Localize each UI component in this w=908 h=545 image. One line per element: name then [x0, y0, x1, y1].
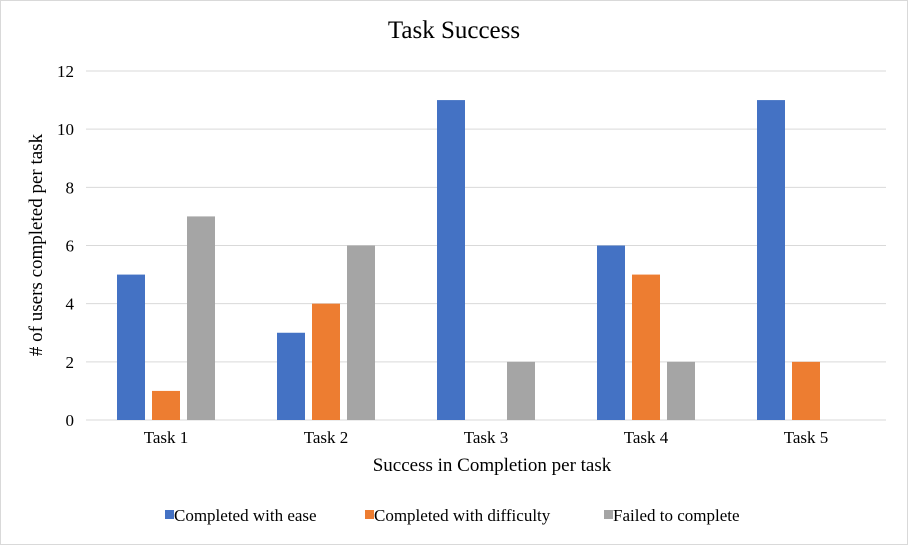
legend-swatch — [365, 510, 374, 519]
legend-label: Failed to complete — [613, 506, 740, 525]
gridlines — [86, 70, 886, 421]
legend-item-completed-with-difficulty: Completed with difficulty — [365, 506, 551, 525]
y-tick-label: 10 — [57, 120, 74, 139]
y-tick-label: 6 — [66, 237, 75, 256]
x-tick-label: Task 4 — [624, 428, 669, 447]
bars — [117, 100, 820, 420]
legend-swatch — [165, 510, 174, 519]
y-tick-label: 12 — [57, 62, 74, 81]
bar-failed-to-complete-task-2 — [347, 245, 375, 420]
y-tick-label: 4 — [66, 295, 75, 314]
legend-label: Completed with difficulty — [374, 506, 551, 525]
x-tick-label: Task 1 — [144, 428, 189, 447]
x-axis-label: Success in Completion per task — [373, 455, 612, 476]
legend-item-failed-to-complete: Failed to complete — [604, 506, 740, 525]
y-axis-ticks: 0 2 4 6 8 10 12 — [57, 62, 75, 430]
bar-failed-to-complete-task-3 — [507, 361, 535, 420]
legend-label: Completed with ease — [174, 506, 317, 525]
bar-completed-with-difficulty-task-5 — [792, 361, 820, 420]
legend-swatch — [604, 510, 613, 519]
bar-failed-to-complete-task-1 — [187, 216, 215, 420]
y-tick-label: 0 — [66, 411, 75, 430]
bar-completed-with-ease-task-3 — [437, 100, 465, 420]
y-axis-label: # of users completed per task — [26, 133, 47, 356]
x-tick-label: Task 2 — [304, 428, 349, 447]
legend-item-completed-with-ease: Completed with ease — [165, 506, 317, 525]
chart-title: Task Success — [388, 17, 520, 44]
bar-completed-with-ease-task-5 — [757, 100, 785, 420]
bar-completed-with-ease-task-4 — [597, 245, 625, 420]
bar-completed-with-difficulty-task-2 — [312, 303, 340, 420]
bar-completed-with-difficulty-task-1 — [152, 390, 180, 420]
bar-failed-to-complete-task-4 — [667, 361, 695, 420]
bar-completed-with-difficulty-task-4 — [632, 274, 660, 420]
x-tick-label: Task 3 — [464, 428, 509, 447]
legend: Completed with ease Completed with diffic… — [165, 506, 740, 525]
x-tick-label: Task 5 — [784, 428, 829, 447]
bar-completed-with-ease-task-1 — [117, 274, 145, 420]
x-axis-ticks: Task 1 Task 2 Task 3 Task 4 Task 5 — [144, 428, 829, 447]
bar-completed-with-ease-task-2 — [277, 332, 305, 420]
y-tick-label: 2 — [66, 353, 75, 372]
y-tick-label: 8 — [66, 178, 75, 197]
